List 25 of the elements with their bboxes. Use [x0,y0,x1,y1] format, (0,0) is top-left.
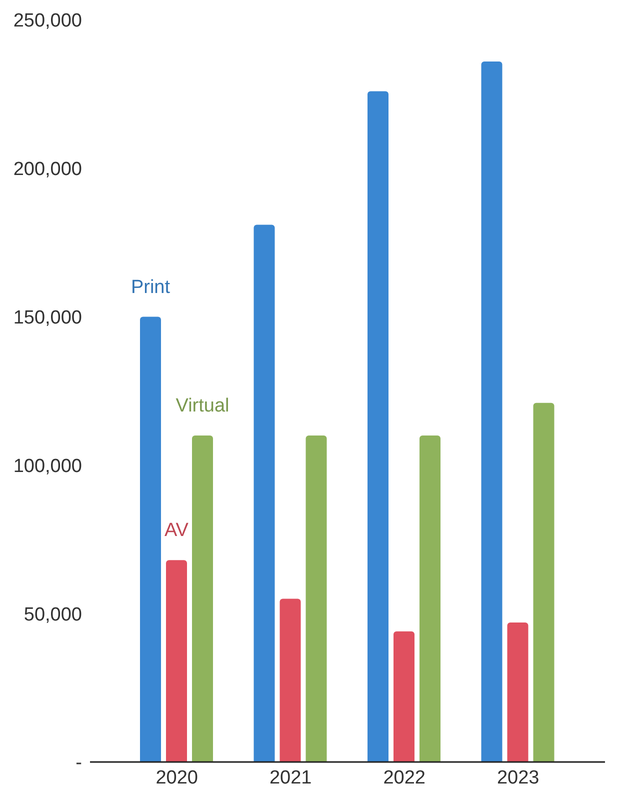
series-label: Print [130,276,171,298]
series-label: AV [164,520,189,542]
y-tick-label: 200,000 [13,159,82,180]
y-tick-label: 150,000 [13,308,82,329]
bar [533,402,554,762]
bar [507,622,528,762]
series-label: Virtual [176,396,230,417]
bar [394,631,414,762]
bar [280,598,301,762]
bar [481,62,502,762]
y-tick-label: - [76,752,82,774]
bar [368,91,388,762]
bar [306,436,327,762]
y-tick-label: 100,000 [13,456,82,477]
y-tick-label: 250,000 [13,10,82,32]
x-tick-label: 2022 [383,767,426,788]
bar [254,224,275,762]
x-tick-label: 2021 [269,767,312,788]
x-tick-label: 2023 [496,767,540,788]
bar [192,436,213,762]
bar [140,316,161,762]
bar [420,436,440,762]
x-tick-label: 2020 [156,767,198,788]
y-tick-label: 50,000 [24,604,82,626]
bar [166,560,187,762]
